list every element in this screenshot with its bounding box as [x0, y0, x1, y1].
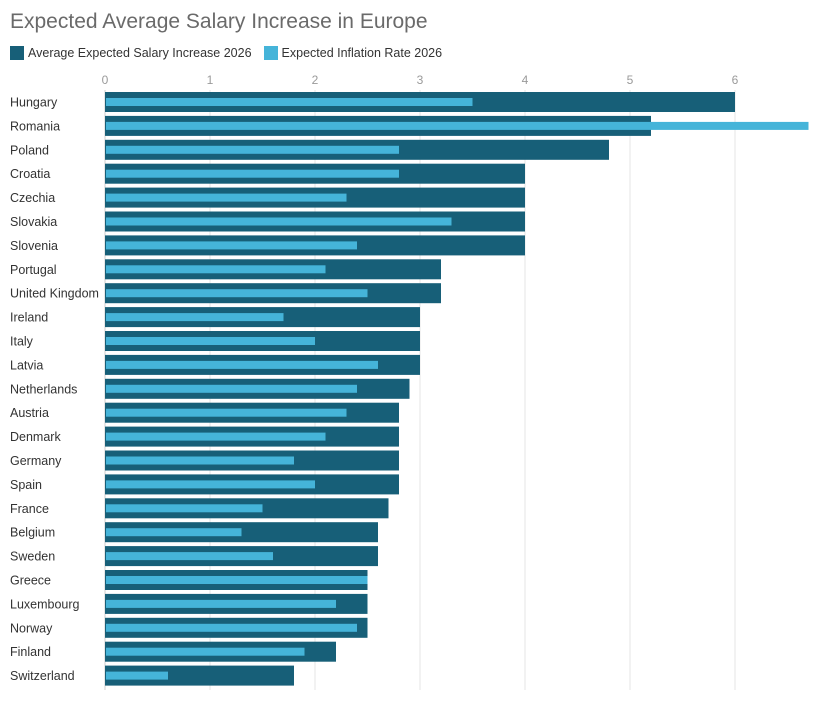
x-tick-label: 0	[102, 73, 109, 87]
legend-label-inflation: Expected Inflation Rate 2026	[281, 46, 443, 60]
category-label: Greece	[10, 574, 51, 588]
category-label: Norway	[10, 621, 53, 635]
bar-inflation-rate	[106, 217, 452, 226]
category-label: Italy	[10, 335, 34, 349]
legend-item-inflation: Expected Inflation Rate 2026	[263, 46, 443, 60]
bar-inflation-rate	[106, 528, 242, 537]
category-label: Slovenia	[10, 239, 58, 253]
category-label: United Kingdom	[10, 287, 99, 301]
category-label: Portugal	[10, 263, 57, 277]
bar-inflation-rate	[106, 576, 368, 584]
category-label: Romania	[10, 119, 60, 133]
category-label: France	[10, 502, 49, 516]
category-label: Austria	[10, 406, 49, 420]
bar-inflation-rate	[106, 145, 399, 154]
bar-inflation-rate	[106, 623, 357, 632]
bar-inflation-rate	[106, 313, 284, 322]
category-label: Finland	[10, 645, 51, 659]
x-tick-label: 6	[732, 73, 739, 87]
bar-inflation-rate	[106, 98, 473, 106]
category-label: Poland	[10, 143, 49, 157]
bar-inflation-rate	[106, 384, 357, 393]
bar-salary-increase	[105, 665, 294, 686]
bar-inflation-rate	[106, 337, 315, 345]
bar-inflation-rate	[106, 552, 273, 561]
category-label: Czechia	[10, 191, 55, 205]
x-tick-label: 2	[312, 73, 319, 87]
bar-inflation-rate	[106, 432, 326, 441]
bar-inflation-rate	[106, 360, 378, 369]
bar-inflation-rate	[106, 647, 305, 656]
bar-inflation-rate	[106, 599, 336, 608]
legend: Average Expected Salary Increase 2026 Ex…	[10, 46, 454, 60]
category-label: Spain	[10, 478, 42, 492]
bar-inflation-rate	[106, 408, 347, 417]
bar-inflation-rate	[106, 456, 294, 465]
bar-inflation-rate	[106, 265, 326, 274]
bar-inflation-rate	[106, 241, 357, 250]
bar-inflation-rate	[106, 169, 399, 178]
bar-inflation-rate	[106, 193, 347, 202]
x-tick-label: 5	[627, 73, 634, 87]
legend-label-salary: Average Expected Salary Increase 2026	[28, 46, 252, 60]
category-label: Croatia	[10, 167, 50, 181]
category-label: Germany	[10, 454, 62, 468]
category-label: Denmark	[10, 430, 61, 444]
category-label: Switzerland	[10, 669, 75, 683]
bar-inflation-rate	[106, 480, 315, 489]
category-label: Belgium	[10, 526, 55, 540]
bar-inflation-rate	[106, 671, 168, 680]
legend-swatch-inflation	[263, 46, 278, 60]
bar-inflation-rate	[106, 121, 809, 130]
bar-inflation-rate	[106, 504, 263, 513]
category-label: Ireland	[10, 311, 48, 325]
category-label: Latvia	[10, 358, 43, 372]
legend-item-salary: Average Expected Salary Increase 2026	[10, 46, 252, 60]
x-tick-label: 3	[417, 73, 424, 87]
bar-inflation-rate	[106, 289, 368, 298]
category-label: Sweden	[10, 550, 55, 564]
x-tick-label: 4	[522, 73, 529, 87]
legend-swatch-salary	[10, 46, 24, 60]
category-label: Slovakia	[10, 215, 57, 229]
category-label: Hungary	[10, 96, 58, 110]
category-label: Luxembourg	[10, 597, 80, 611]
x-tick-label: 1	[207, 73, 214, 87]
chart-title: Expected Average Salary Increase in Euro…	[10, 10, 428, 33]
category-label: Netherlands	[10, 382, 77, 396]
